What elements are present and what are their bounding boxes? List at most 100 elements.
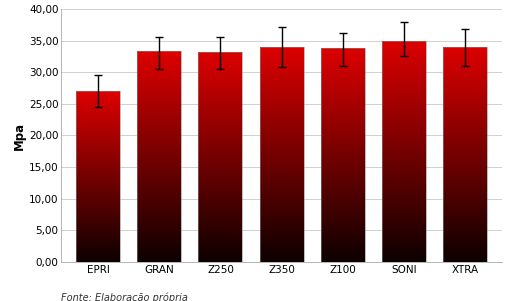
Bar	[137, 181, 181, 182]
Bar	[382, 125, 426, 126]
Bar	[76, 91, 120, 92]
Bar	[321, 72, 365, 73]
Bar	[321, 163, 365, 164]
Bar	[382, 85, 426, 86]
Bar	[321, 121, 365, 122]
Bar	[443, 74, 487, 75]
Bar	[137, 157, 181, 158]
Bar	[199, 242, 243, 243]
Bar	[137, 77, 181, 78]
Bar	[382, 253, 426, 254]
Bar	[76, 112, 120, 113]
Bar	[382, 51, 426, 52]
Bar	[199, 175, 243, 176]
Bar	[443, 79, 487, 80]
Bar	[199, 251, 243, 252]
Bar	[260, 212, 304, 213]
Bar	[137, 194, 181, 195]
Bar	[382, 88, 426, 89]
Bar	[137, 84, 181, 85]
Bar	[76, 201, 120, 202]
Bar	[321, 183, 365, 184]
Bar	[260, 227, 304, 228]
Bar	[199, 239, 243, 240]
Bar	[321, 102, 365, 103]
Bar	[382, 122, 426, 123]
Bar	[76, 250, 120, 251]
Bar	[443, 259, 487, 260]
Bar	[321, 160, 365, 161]
Bar	[382, 252, 426, 253]
Bar	[137, 239, 181, 240]
Bar	[321, 73, 365, 74]
Bar	[443, 65, 487, 66]
Bar	[443, 255, 487, 256]
Bar	[76, 126, 120, 127]
Bar	[260, 217, 304, 218]
Bar	[76, 204, 120, 205]
Bar	[137, 62, 181, 63]
Bar	[199, 144, 243, 145]
Bar	[321, 106, 365, 107]
Bar	[199, 161, 243, 162]
Bar	[199, 203, 243, 204]
Bar	[76, 213, 120, 214]
Bar	[137, 260, 181, 261]
Bar	[260, 54, 304, 55]
Bar	[76, 243, 120, 244]
Bar	[199, 214, 243, 215]
Bar	[76, 193, 120, 194]
Bar	[76, 234, 120, 235]
Bar	[260, 159, 304, 160]
Bar	[137, 191, 181, 192]
Bar	[443, 47, 487, 262]
Bar	[260, 87, 304, 88]
Bar	[260, 133, 304, 134]
Bar	[199, 212, 243, 213]
Bar	[443, 53, 487, 54]
Bar	[76, 220, 120, 221]
Bar	[199, 150, 243, 151]
Bar	[443, 77, 487, 78]
Bar	[321, 49, 365, 50]
Bar	[382, 212, 426, 213]
Bar	[199, 96, 243, 97]
Bar	[199, 165, 243, 166]
Bar	[76, 230, 120, 231]
Bar	[137, 133, 181, 134]
Bar	[137, 209, 181, 210]
Bar	[382, 217, 426, 218]
Bar	[443, 260, 487, 261]
Bar	[382, 65, 426, 66]
Bar	[260, 101, 304, 102]
Bar	[199, 229, 243, 230]
Bar	[443, 139, 487, 140]
Bar	[137, 109, 181, 110]
Bar	[382, 195, 426, 196]
Bar	[199, 106, 243, 107]
Bar	[443, 85, 487, 86]
Bar	[137, 153, 181, 154]
Bar	[382, 179, 426, 180]
Bar	[76, 256, 120, 257]
Bar	[137, 197, 181, 198]
Bar	[76, 257, 120, 258]
Bar	[443, 115, 487, 116]
Bar	[321, 150, 365, 151]
Bar	[137, 86, 181, 87]
Bar	[260, 163, 304, 164]
Bar	[382, 139, 426, 140]
Bar	[382, 194, 426, 195]
Bar	[382, 157, 426, 158]
Bar	[199, 200, 243, 201]
Bar	[260, 184, 304, 185]
Bar	[382, 143, 426, 144]
Bar	[260, 55, 304, 56]
Bar	[199, 85, 243, 86]
Bar	[321, 131, 365, 132]
Bar	[137, 115, 181, 116]
Bar	[321, 246, 365, 247]
Bar	[137, 215, 181, 216]
Bar	[76, 166, 120, 167]
Bar	[321, 174, 365, 175]
